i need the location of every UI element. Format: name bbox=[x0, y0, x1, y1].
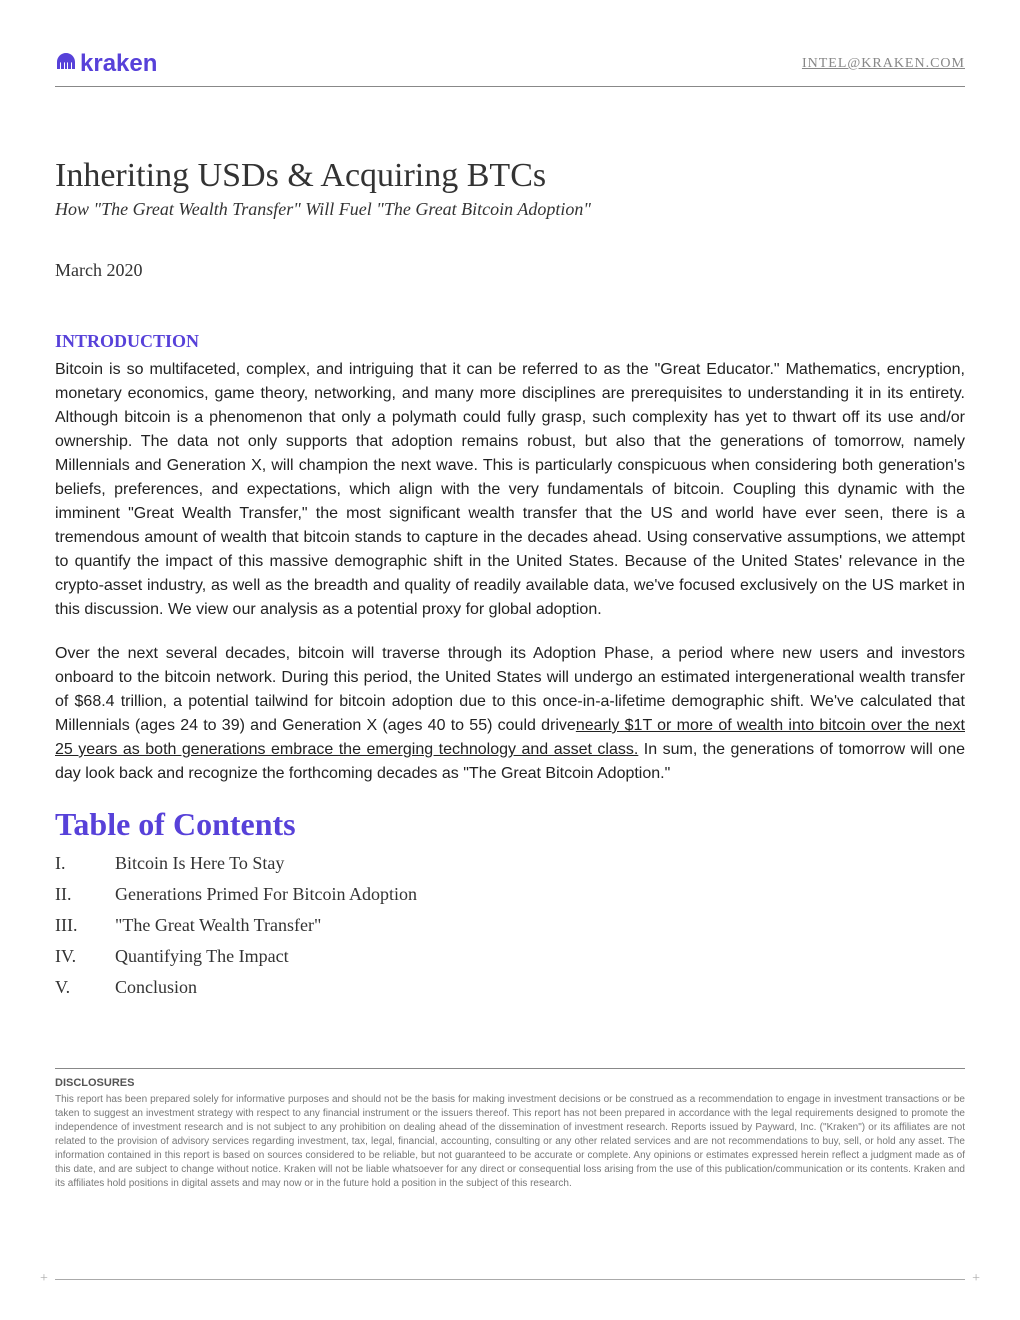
publication-date: March 2020 bbox=[55, 260, 965, 281]
disclosures-heading: DISCLOSURES bbox=[55, 1077, 965, 1089]
toc-num: I. bbox=[55, 853, 115, 874]
header: kraken INTEL@KRAKEN.COM bbox=[55, 50, 965, 87]
toc-heading: Table of Contents bbox=[55, 806, 965, 843]
toc-num: IV. bbox=[55, 946, 115, 967]
disclosures-text: This report has been prepared solely for… bbox=[55, 1093, 965, 1191]
corner-mark-left: + bbox=[40, 1271, 48, 1287]
toc-item[interactable]: I.Bitcoin Is Here To Stay bbox=[55, 853, 965, 874]
toc-num: III. bbox=[55, 915, 115, 936]
toc-list: I.Bitcoin Is Here To Stay II.Generations… bbox=[55, 853, 965, 998]
toc-item[interactable]: II.Generations Primed For Bitcoin Adopti… bbox=[55, 884, 965, 905]
kraken-logo: kraken bbox=[55, 50, 157, 78]
corner-mark-right: + bbox=[972, 1271, 980, 1287]
toc-label: Generations Primed For Bitcoin Adoption bbox=[115, 884, 417, 905]
toc-label: Conclusion bbox=[115, 977, 197, 998]
toc-label: Quantifying The Impact bbox=[115, 946, 289, 967]
contact-email[interactable]: INTEL@KRAKEN.COM bbox=[802, 56, 965, 72]
logo-text: kraken bbox=[80, 50, 157, 77]
toc-num: V. bbox=[55, 977, 115, 998]
toc-item[interactable]: III."The Great Wealth Transfer" bbox=[55, 915, 965, 936]
kraken-logo-icon bbox=[55, 50, 77, 78]
disclosures-section: DISCLOSURES This report has been prepare… bbox=[55, 1068, 965, 1191]
intro-paragraph-1: Bitcoin is so multifaceted, complex, and… bbox=[55, 358, 965, 622]
footer-divider bbox=[55, 1279, 965, 1280]
page-title: Inheriting USDs & Acquiring BTCs bbox=[55, 157, 965, 195]
toc-label: Bitcoin Is Here To Stay bbox=[115, 853, 284, 874]
introduction-heading: INTRODUCTION bbox=[55, 331, 965, 352]
toc-num: II. bbox=[55, 884, 115, 905]
toc-item[interactable]: V.Conclusion bbox=[55, 977, 965, 998]
toc-label: "The Great Wealth Transfer" bbox=[115, 915, 321, 936]
toc-item[interactable]: IV.Quantifying The Impact bbox=[55, 946, 965, 967]
page-subtitle: How "The Great Wealth Transfer" Will Fue… bbox=[55, 199, 965, 220]
intro-paragraph-2: Over the next several decades, bitcoin w… bbox=[55, 642, 965, 786]
